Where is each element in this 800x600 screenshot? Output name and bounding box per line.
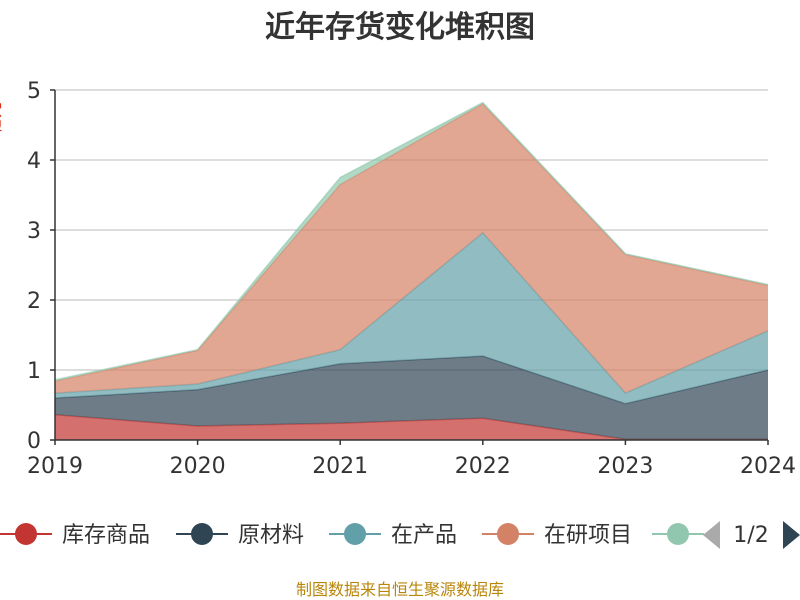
y-tick-label: 3: [27, 219, 41, 244]
x-tick-label: 2023: [597, 454, 653, 479]
legend-marker: [497, 523, 519, 545]
legend-pager: 1/2: [703, 521, 800, 549]
legend-marker: [191, 523, 213, 545]
stacked-areas: [54, 101, 769, 441]
y-tick-label: 4: [27, 149, 41, 174]
legend-item-1[interactable]: 原材料: [176, 523, 304, 548]
line-series-4: [54, 101, 769, 381]
area-series-1: [55, 356, 768, 440]
legend-next-icon[interactable]: [783, 521, 800, 549]
axes: 0 1 2 3 4 5 2019 2020 2021 2022 2023 2024: [27, 79, 796, 479]
legend-marker: [667, 523, 689, 545]
y-tick-label: 1: [27, 359, 41, 384]
y-tick-label: 5: [27, 79, 41, 104]
legend-label: 原材料: [238, 523, 304, 548]
source-note: 制图数据来自恒生聚源数据库: [296, 580, 504, 599]
area-series-0: [55, 414, 768, 440]
x-tick-label: 2019: [27, 454, 83, 479]
x-tick-label: 2024: [740, 454, 796, 479]
legend-item-2[interactable]: 在产品: [329, 523, 457, 548]
y-tick-label: 0: [27, 429, 41, 454]
legend-marker: [344, 523, 366, 545]
chart-title: 近年存货变化堆积图: [265, 10, 535, 45]
legend-page-label: 1/2: [733, 523, 768, 548]
legend-label: 库存商品: [62, 523, 150, 548]
legend-item-4[interactable]: [652, 523, 704, 545]
area-series-3: [55, 104, 768, 394]
legend: 库存商品 原材料 在产品 在研项目: [0, 523, 704, 548]
legend-item-3[interactable]: 在研项目: [482, 523, 632, 548]
area-series-2: [55, 232, 768, 404]
x-tick-label: 2020: [170, 454, 226, 479]
legend-marker: [15, 523, 37, 545]
legend-label: 在研项目: [544, 523, 632, 548]
legend-label: 在产品: [391, 523, 457, 548]
x-tick-label: 2021: [312, 454, 368, 479]
legend-item-0[interactable]: 库存商品: [0, 523, 150, 548]
legend-prev-icon[interactable]: [703, 521, 720, 549]
y-axis-label: 亿元: [0, 102, 4, 134]
y-tick-label: 2: [27, 289, 41, 314]
x-tick-label: 2022: [455, 454, 511, 479]
